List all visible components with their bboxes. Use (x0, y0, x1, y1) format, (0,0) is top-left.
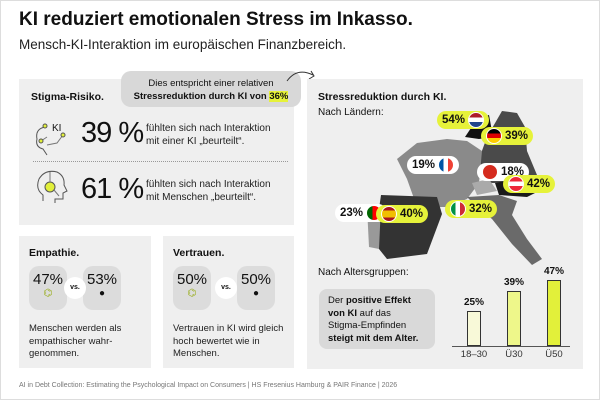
vertrauen-vs: vs. (215, 277, 237, 299)
stigma-heading: Stigma-Risiko. (31, 91, 104, 103)
person-icon: ● (98, 288, 106, 299)
country-badge-niederlande: 54% (437, 111, 490, 129)
vertrauen-ki-value: 50% (176, 271, 208, 288)
age-subheading: Nach Altersgruppen: (318, 267, 409, 278)
bar-label: 25% (463, 297, 484, 308)
person-icon: ● (252, 288, 260, 299)
stress-reduction-callout: Dies entspricht einer relativen Stressre… (121, 71, 301, 107)
flag-icon (450, 201, 466, 217)
bar-label: 39% (503, 277, 524, 289)
empathie-vs: vs. (64, 277, 86, 299)
page-title: KI reduziert emotionalen Stress im Inkas… (19, 9, 413, 30)
flag-icon (482, 164, 498, 180)
flag-icon (468, 112, 485, 128)
bar-1 (507, 291, 521, 346)
flag-icon (381, 206, 397, 222)
stigma-human-value: 61 % (81, 173, 144, 205)
country-badge-italien: 32% (445, 200, 498, 218)
empathie-ki-value: 47% (32, 271, 64, 288)
flag-icon (486, 128, 502, 144)
country-badge-deutschland: 39% (481, 127, 534, 145)
empathie-human-box: 53% ● (83, 266, 121, 310)
empathie-text: Menschen werden als empathischer wahr-ge… (29, 323, 122, 359)
bar-label: 47% (543, 266, 564, 278)
age-chart: 25% 18–30 39% Ü30 47% Ü50 (441, 261, 581, 361)
footer-source: AI in Debt Collection: Estimating the Ps… (19, 382, 398, 389)
vertrauen-text: Vertrauen in KI wird gleich hoch bewerte… (173, 323, 284, 359)
europe-map (367, 111, 547, 265)
vertrauen-ki-box: 50% ⌬ (173, 266, 211, 310)
bar-0 (467, 311, 481, 346)
country-value: 19% (412, 159, 436, 171)
country-badge-spanien: 40% (376, 205, 429, 223)
divider (33, 161, 288, 162)
callout-line1: Dies entspricht einer relativen (148, 78, 274, 89)
chart-baseline (452, 346, 570, 347)
country-value: 40% (400, 208, 424, 220)
country-badge-frankreich: 19% (407, 156, 460, 174)
country-badge-österreich: 42% (503, 175, 556, 193)
x-tick-label: 18–30 (460, 349, 488, 360)
stigma-ki-text: fühlten sich nach Interaktion mit einer K… (146, 123, 271, 147)
human-head-icon (37, 170, 68, 203)
country-value: 23% (340, 207, 364, 219)
stigma-ki-value: 39 % (81, 117, 144, 149)
vertrauen-heading: Vertrauen. (173, 247, 225, 259)
empathie-ki-box: 47% ⌬ (29, 266, 67, 310)
callout-value: 36% (269, 91, 289, 102)
country-value: 32% (469, 203, 493, 215)
x-tick-label: Ü50 (545, 349, 563, 360)
ki-head-icon (36, 123, 66, 156)
stigma-human-text: fühlten sich nach Interaktion mit Mensche… (146, 179, 271, 203)
country-value: 42% (527, 178, 551, 190)
flag-icon (508, 176, 524, 192)
x-tick-label: Ü30 (505, 349, 523, 360)
callout-line2: Stressreduktion durch KI von (133, 91, 270, 102)
page-subtitle: Mensch-KI-Interaktion im europäischen Fi… (19, 37, 347, 52)
vertrauen-human-box: 50% ● (237, 266, 275, 310)
vertrauen-human-value: 50% (240, 271, 272, 288)
ki-network-icon: ⌬ (187, 288, 197, 299)
ki-network-icon: ⌬ (43, 288, 53, 299)
map-heading: Stressreduktion durch KI. (318, 91, 447, 103)
empathie-heading: Empathie. (29, 247, 80, 259)
ki-icon-label: KI (52, 123, 62, 134)
map-subheading: Nach Ländern: (318, 107, 384, 118)
flag-icon (438, 157, 455, 173)
country-value: 54% (442, 114, 466, 126)
bar-2 (547, 280, 561, 346)
country-value: 39% (505, 130, 529, 142)
empathie-human-value: 53% (86, 271, 118, 288)
arrow-icon (286, 70, 315, 82)
age-note: Der positive Effekt von KI auf das Stigm… (319, 289, 435, 349)
